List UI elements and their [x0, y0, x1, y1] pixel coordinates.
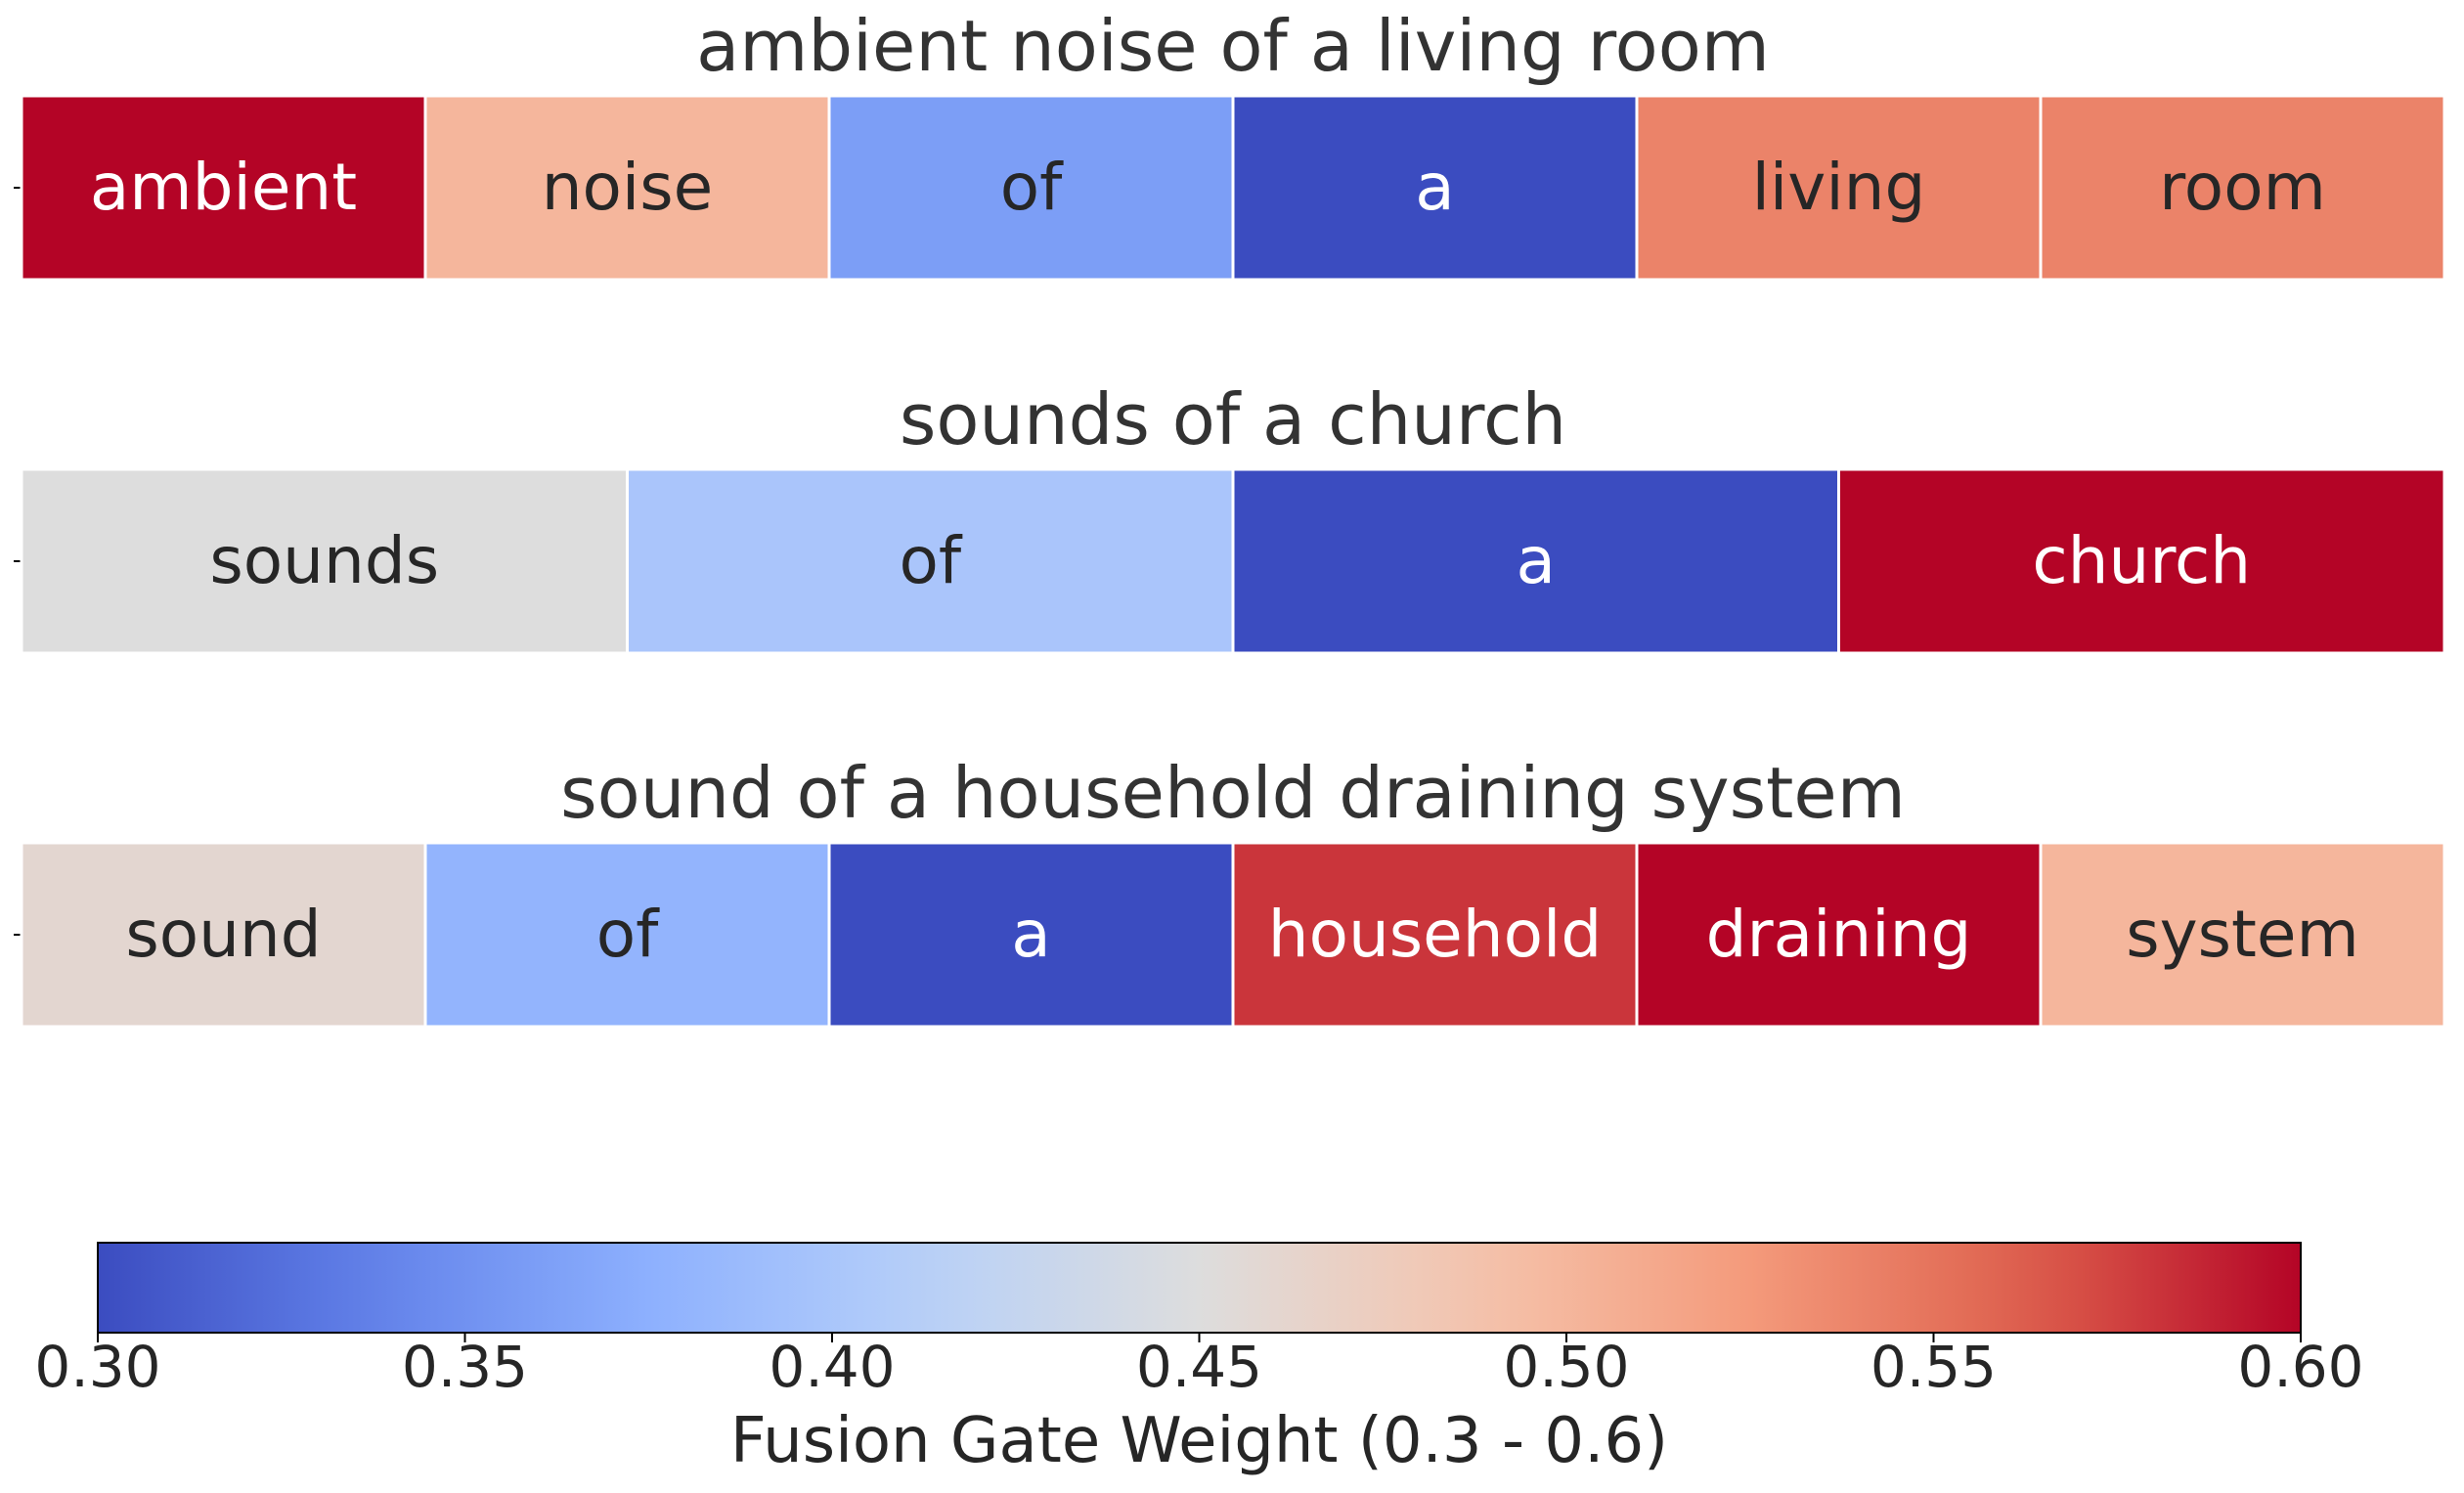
row-title: sounds of a church: [900, 378, 1566, 461]
cell-token-label: a: [1011, 897, 1050, 972]
heatmap-cell: [423, 841, 831, 1029]
heatmap-cell: [1635, 841, 2043, 1029]
heatmap-cell: [20, 94, 427, 282]
cell-token-label: sound: [125, 897, 321, 972]
colorbar-tick-label: 0.55: [1870, 1334, 1997, 1400]
colorbar-tick-label: 0.30: [34, 1334, 160, 1400]
colorbar-tick-label: 0.40: [769, 1334, 895, 1400]
cell-token-label: sounds: [209, 523, 439, 598]
heatmap-cell: [2039, 841, 2446, 1029]
cell-token-label: household: [1268, 897, 1602, 972]
row-title: sound of a household draining system: [560, 752, 1906, 834]
heatmap-cell: [626, 467, 1235, 655]
cell-token-label: a: [1517, 523, 1556, 598]
colorbar-gradient: [97, 1242, 2302, 1334]
heatmap-cell: [20, 841, 427, 1029]
heatmap-row-3: sound of a household draining system soun…: [14, 752, 2446, 1029]
heatmap-row-2: sounds of a church sounds of a church: [14, 378, 2446, 655]
cell-token-label: draining: [1706, 897, 1972, 972]
cell-token-label: of: [1000, 150, 1064, 225]
colorbar-tick-label: 0.35: [402, 1334, 528, 1400]
colorbar-label: Fusion Gate Weight (0.3 - 0.6): [730, 1405, 1668, 1477]
cell-token-label: church: [2032, 523, 2251, 598]
row-title: ambient noise of a living room: [696, 5, 1770, 87]
cell-token-label: of: [899, 523, 962, 598]
heatmap-cell: [423, 94, 831, 282]
cell-token-label: system: [2126, 897, 2359, 972]
heatmap-cell: [1231, 467, 1840, 655]
cell-token-label: room: [2159, 150, 2326, 225]
cell-token-label: of: [596, 897, 660, 972]
colorbar-tick-label: 0.60: [2237, 1334, 2363, 1400]
heatmap-cell: [827, 841, 1235, 1029]
colorbar-tick-label: 0.50: [1503, 1334, 1629, 1400]
heatmap-cell: [2039, 94, 2446, 282]
cell-token-label: living: [1752, 150, 1926, 225]
cell-token-label: ambient: [90, 150, 357, 225]
heatmap-cell: [1231, 841, 1639, 1029]
heatmap-row-1: ambient noise of a living room ambient noi…: [14, 5, 2446, 282]
cell-token-label: a: [1415, 150, 1454, 225]
cell-token-label: noise: [542, 150, 714, 225]
heatmap-cell: [20, 467, 629, 655]
heatmap-cell: [827, 94, 1235, 282]
heatmap-cell: [1837, 467, 2446, 655]
colorbar-tick-label: 0.45: [1136, 1334, 1262, 1400]
colorbar: 0.30 0.35 0.40 0.45 0.50 0.55 0.60 Fusion Gate …: [34, 1242, 2364, 1477]
